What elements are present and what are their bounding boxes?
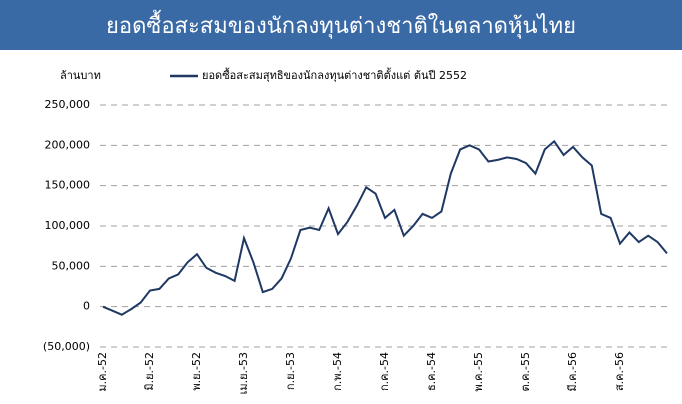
y-tick-label: 100,000 <box>45 219 91 232</box>
y-tick-label: 250,000 <box>45 98 91 111</box>
x-tick-label: พ.ค.-55 <box>472 352 485 392</box>
chart-title: ยอดซื้อสะสมของนักลงทุนต่างชาติในตลาดหุ้น… <box>106 10 576 39</box>
y-tick-label: 0 <box>83 300 90 313</box>
title-banner <box>0 0 682 50</box>
x-tick-label: มิ.ย.-52 <box>143 352 156 391</box>
x-tick-label: ก.ค.-54 <box>378 352 391 391</box>
x-tick-label: ก.พ.-54 <box>331 352 344 391</box>
x-tick-label: เม.ย.-53 <box>237 352 250 394</box>
x-tick-label: ต.ค.-55 <box>519 352 532 391</box>
y-tick-label: 150,000 <box>45 179 91 192</box>
y-tick-label: 200,000 <box>45 138 91 151</box>
y-tick-label: 50,000 <box>52 259 91 272</box>
x-tick-label: ก.ย.-53 <box>284 352 297 390</box>
x-tick-label: ม.ค.-52 <box>96 352 109 392</box>
series-line <box>102 139 668 316</box>
y-axis-label: ล้านบาท <box>60 69 101 82</box>
legend-label: ยอดซื้อสะสมสุทธิของนักลงทุนต่างชาติตั้งแ… <box>202 67 467 82</box>
x-tick-label: ธ.ค.-54 <box>425 352 438 391</box>
x-tick-label: มี.ค.-56 <box>566 352 579 392</box>
y-tick-label: (50,000) <box>43 340 90 353</box>
x-tick-label: ส.ค.-56 <box>613 352 626 391</box>
x-tick-label: พ.ย.-52 <box>190 352 203 391</box>
